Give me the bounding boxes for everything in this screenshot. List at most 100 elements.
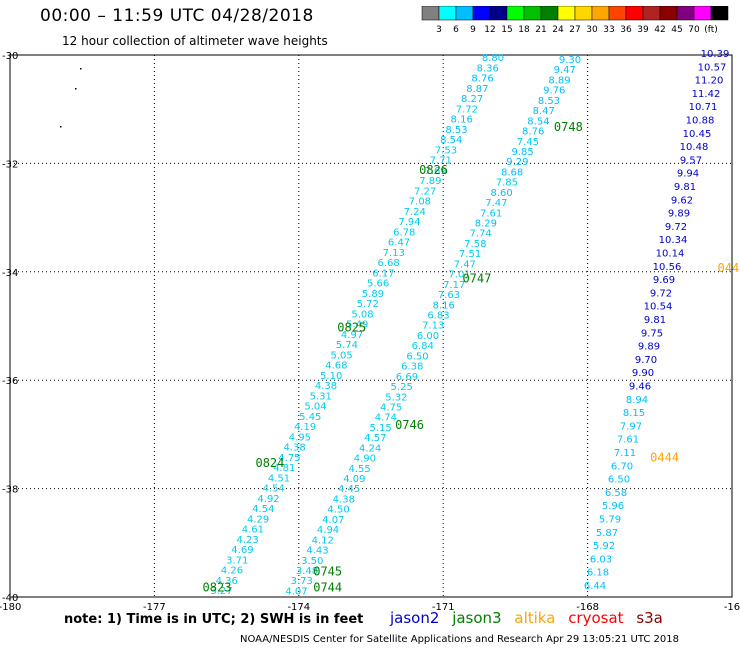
wave-height-value: 8.54	[440, 135, 462, 146]
satellite-altika: altika	[514, 609, 556, 627]
wave-height-value: 6.44	[584, 581, 606, 592]
legend-label: 27	[569, 25, 580, 35]
island-speck	[60, 126, 62, 128]
wave-height-value: 5.05	[330, 350, 352, 361]
wave-height-value: 7.63	[438, 290, 460, 301]
wave-height-value: 8.87	[466, 84, 488, 95]
wave-height-value: 9.47	[554, 65, 576, 76]
wave-height-value: 4.69	[231, 545, 253, 556]
wave-height-value: 4.07	[322, 515, 344, 526]
island-speck	[75, 88, 77, 90]
track-0826: 8.808.368.768.878.277.728.168.538.547.53…	[203, 53, 505, 597]
wave-height-value: 6.18	[587, 568, 609, 579]
legend-label: 21	[535, 25, 546, 35]
wave-height-value: 10.71	[689, 102, 718, 113]
wave-height-value: 4.75	[278, 453, 300, 464]
wave-height-value: 4.09	[343, 474, 365, 485]
wave-height-value: 4.57	[364, 433, 386, 444]
wave-height-value: 6.03	[590, 554, 612, 565]
lat-tick-label: -38	[2, 485, 18, 496]
wave-height-value: 5.89	[362, 289, 384, 300]
wave-height-value: 7.94	[398, 217, 420, 228]
satellite-jason3: jason3	[452, 609, 502, 627]
lon-tick-label: -180	[0, 602, 21, 612]
wave-height-value: 7.74	[469, 229, 491, 240]
wave-height-value: 7.51	[459, 249, 481, 260]
wave-height-value: 8.76	[471, 74, 493, 85]
wave-height-value: 4.90	[354, 454, 376, 465]
wave-height-value: 4.38	[284, 443, 306, 454]
wave-height-value: 9.30	[559, 55, 581, 66]
satellite-s3a: s3a	[636, 609, 663, 627]
legend-label: 70	[688, 25, 700, 35]
wave-height-value: 4.38	[315, 381, 337, 392]
wave-height-value: 7.85	[496, 178, 518, 189]
map-frame	[9, 54, 733, 598]
wave-height-value: 4.95	[289, 432, 311, 443]
wave-height-value: 5.87	[596, 528, 618, 539]
wave-height-value: 4.29	[247, 514, 269, 525]
lat-tick-label: -34	[2, 268, 18, 279]
wave-height-value: 7.13	[422, 321, 444, 332]
wave-height-value: 5.72	[357, 299, 379, 310]
wave-height-value: 4.26	[221, 566, 243, 577]
wave-height-value: 4.45	[338, 484, 360, 495]
wave-height-value: 10.57	[698, 62, 727, 73]
pass-time-label: 0747	[462, 272, 491, 286]
wave-height-value: 9.57	[680, 155, 702, 166]
legend-label: 24	[552, 25, 564, 35]
wave-height-value: 8.54	[527, 116, 549, 127]
wave-height-value: 9.81	[644, 315, 666, 326]
wave-height-value: 9.70	[635, 355, 657, 366]
wave-height-value: 9.29	[506, 157, 528, 168]
wave-height-value: 8.89	[548, 75, 570, 86]
pass-time-label: 0744	[313, 581, 342, 595]
wave-height-value: 8.76	[522, 127, 544, 138]
wave-height-value: 9.81	[674, 182, 696, 193]
legend-label: (ft)	[704, 25, 718, 35]
footer-note: note: 1) Time is in UTC; 2) SWH is in fe…	[64, 612, 364, 627]
wave-height-value: 4.81	[273, 463, 295, 474]
wave-height-value: 3.73	[291, 576, 313, 587]
satellite-cryosat: cryosat	[568, 609, 624, 627]
wave-height-value: 9.62	[671, 195, 693, 206]
wave-height-value: 5.15	[370, 423, 392, 434]
wave-height-value: 10.56	[653, 262, 682, 273]
wave-height-value: 4.97	[341, 330, 363, 341]
wave-height-value: 6.84	[412, 341, 434, 352]
pass-time-label: 0824	[255, 456, 284, 470]
wave-height-value: 6.70	[611, 461, 633, 472]
wave-height-value: 9.75	[641, 328, 663, 339]
wave-height-value: 4.23	[237, 535, 259, 546]
wave-height-value: 7.61	[480, 208, 502, 219]
wave-height-value: 11.20	[695, 76, 724, 87]
wave-height-value: 8.47	[533, 106, 555, 117]
wave-height-value: 8.36	[477, 63, 499, 74]
footer-credit: NOAA/NESDIS Center for Satellite Applica…	[240, 634, 679, 645]
wave-height-value: 3.50	[301, 556, 323, 567]
wave-height-value: 5.45	[299, 412, 321, 423]
lon-tick-label: -177	[143, 602, 166, 612]
wave-height-value: 8.27	[461, 94, 483, 105]
wave-height-value: 7.27	[414, 186, 436, 197]
legend-label: 15	[501, 25, 512, 35]
wave-height-value: 10.34	[659, 235, 688, 246]
wave-height-value: 4.61	[242, 525, 264, 536]
wave-height-value: 7.01	[448, 270, 470, 281]
legend-label: 18	[518, 25, 530, 35]
wave-height-value: 6.00	[417, 331, 439, 342]
lat-tick-label: -36	[2, 376, 18, 387]
legend-label: 45	[671, 25, 682, 35]
wave-height-value: 9.89	[668, 209, 690, 220]
wave-height-value: 7.08	[409, 197, 431, 208]
wave-height-value: 9.46	[629, 382, 651, 393]
legend-label: 30	[586, 25, 598, 35]
wave-height-map: -180 -177 -174 -171 -168 -16 -30 -32 -34 -36 -38 -4…	[0, 49, 740, 612]
wave-height-value: 6.68	[377, 258, 399, 269]
wave-height-value: 5.92	[593, 541, 615, 552]
wave-height-value: 9.76	[543, 86, 565, 97]
wave-height-value: 10.54	[644, 302, 673, 313]
wave-height-value: 6.58	[605, 488, 627, 499]
pass-time-label: 0825	[337, 320, 366, 334]
wave-height-value: 4.43	[306, 546, 328, 557]
